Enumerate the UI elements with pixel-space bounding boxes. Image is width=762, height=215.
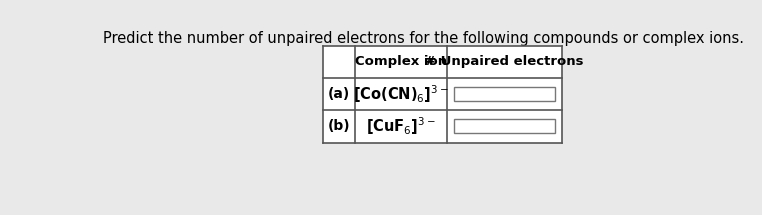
Bar: [447, 78, 562, 110]
Bar: [447, 46, 562, 78]
Bar: [453, 87, 555, 101]
Bar: [453, 119, 555, 133]
Bar: [355, 46, 447, 78]
Bar: [355, 78, 447, 110]
Bar: [322, 46, 355, 78]
Bar: [355, 110, 447, 143]
Text: [CuF$_6$]$^{3-}$: [CuF$_6$]$^{3-}$: [366, 115, 436, 137]
Text: (a): (a): [328, 87, 350, 101]
Bar: [322, 110, 355, 143]
Bar: [322, 78, 355, 110]
Text: (b): (b): [328, 119, 351, 133]
Text: [Co(CN)$_6$]$^{3-}$: [Co(CN)$_6$]$^{3-}$: [353, 83, 449, 105]
Text: Complex ion: Complex ion: [355, 55, 447, 68]
Bar: [447, 110, 562, 143]
Text: Predict the number of unpaired electrons for the following compounds or complex : Predict the number of unpaired electrons…: [103, 31, 744, 46]
Text: # Unpaired electrons: # Unpaired electrons: [425, 55, 584, 68]
